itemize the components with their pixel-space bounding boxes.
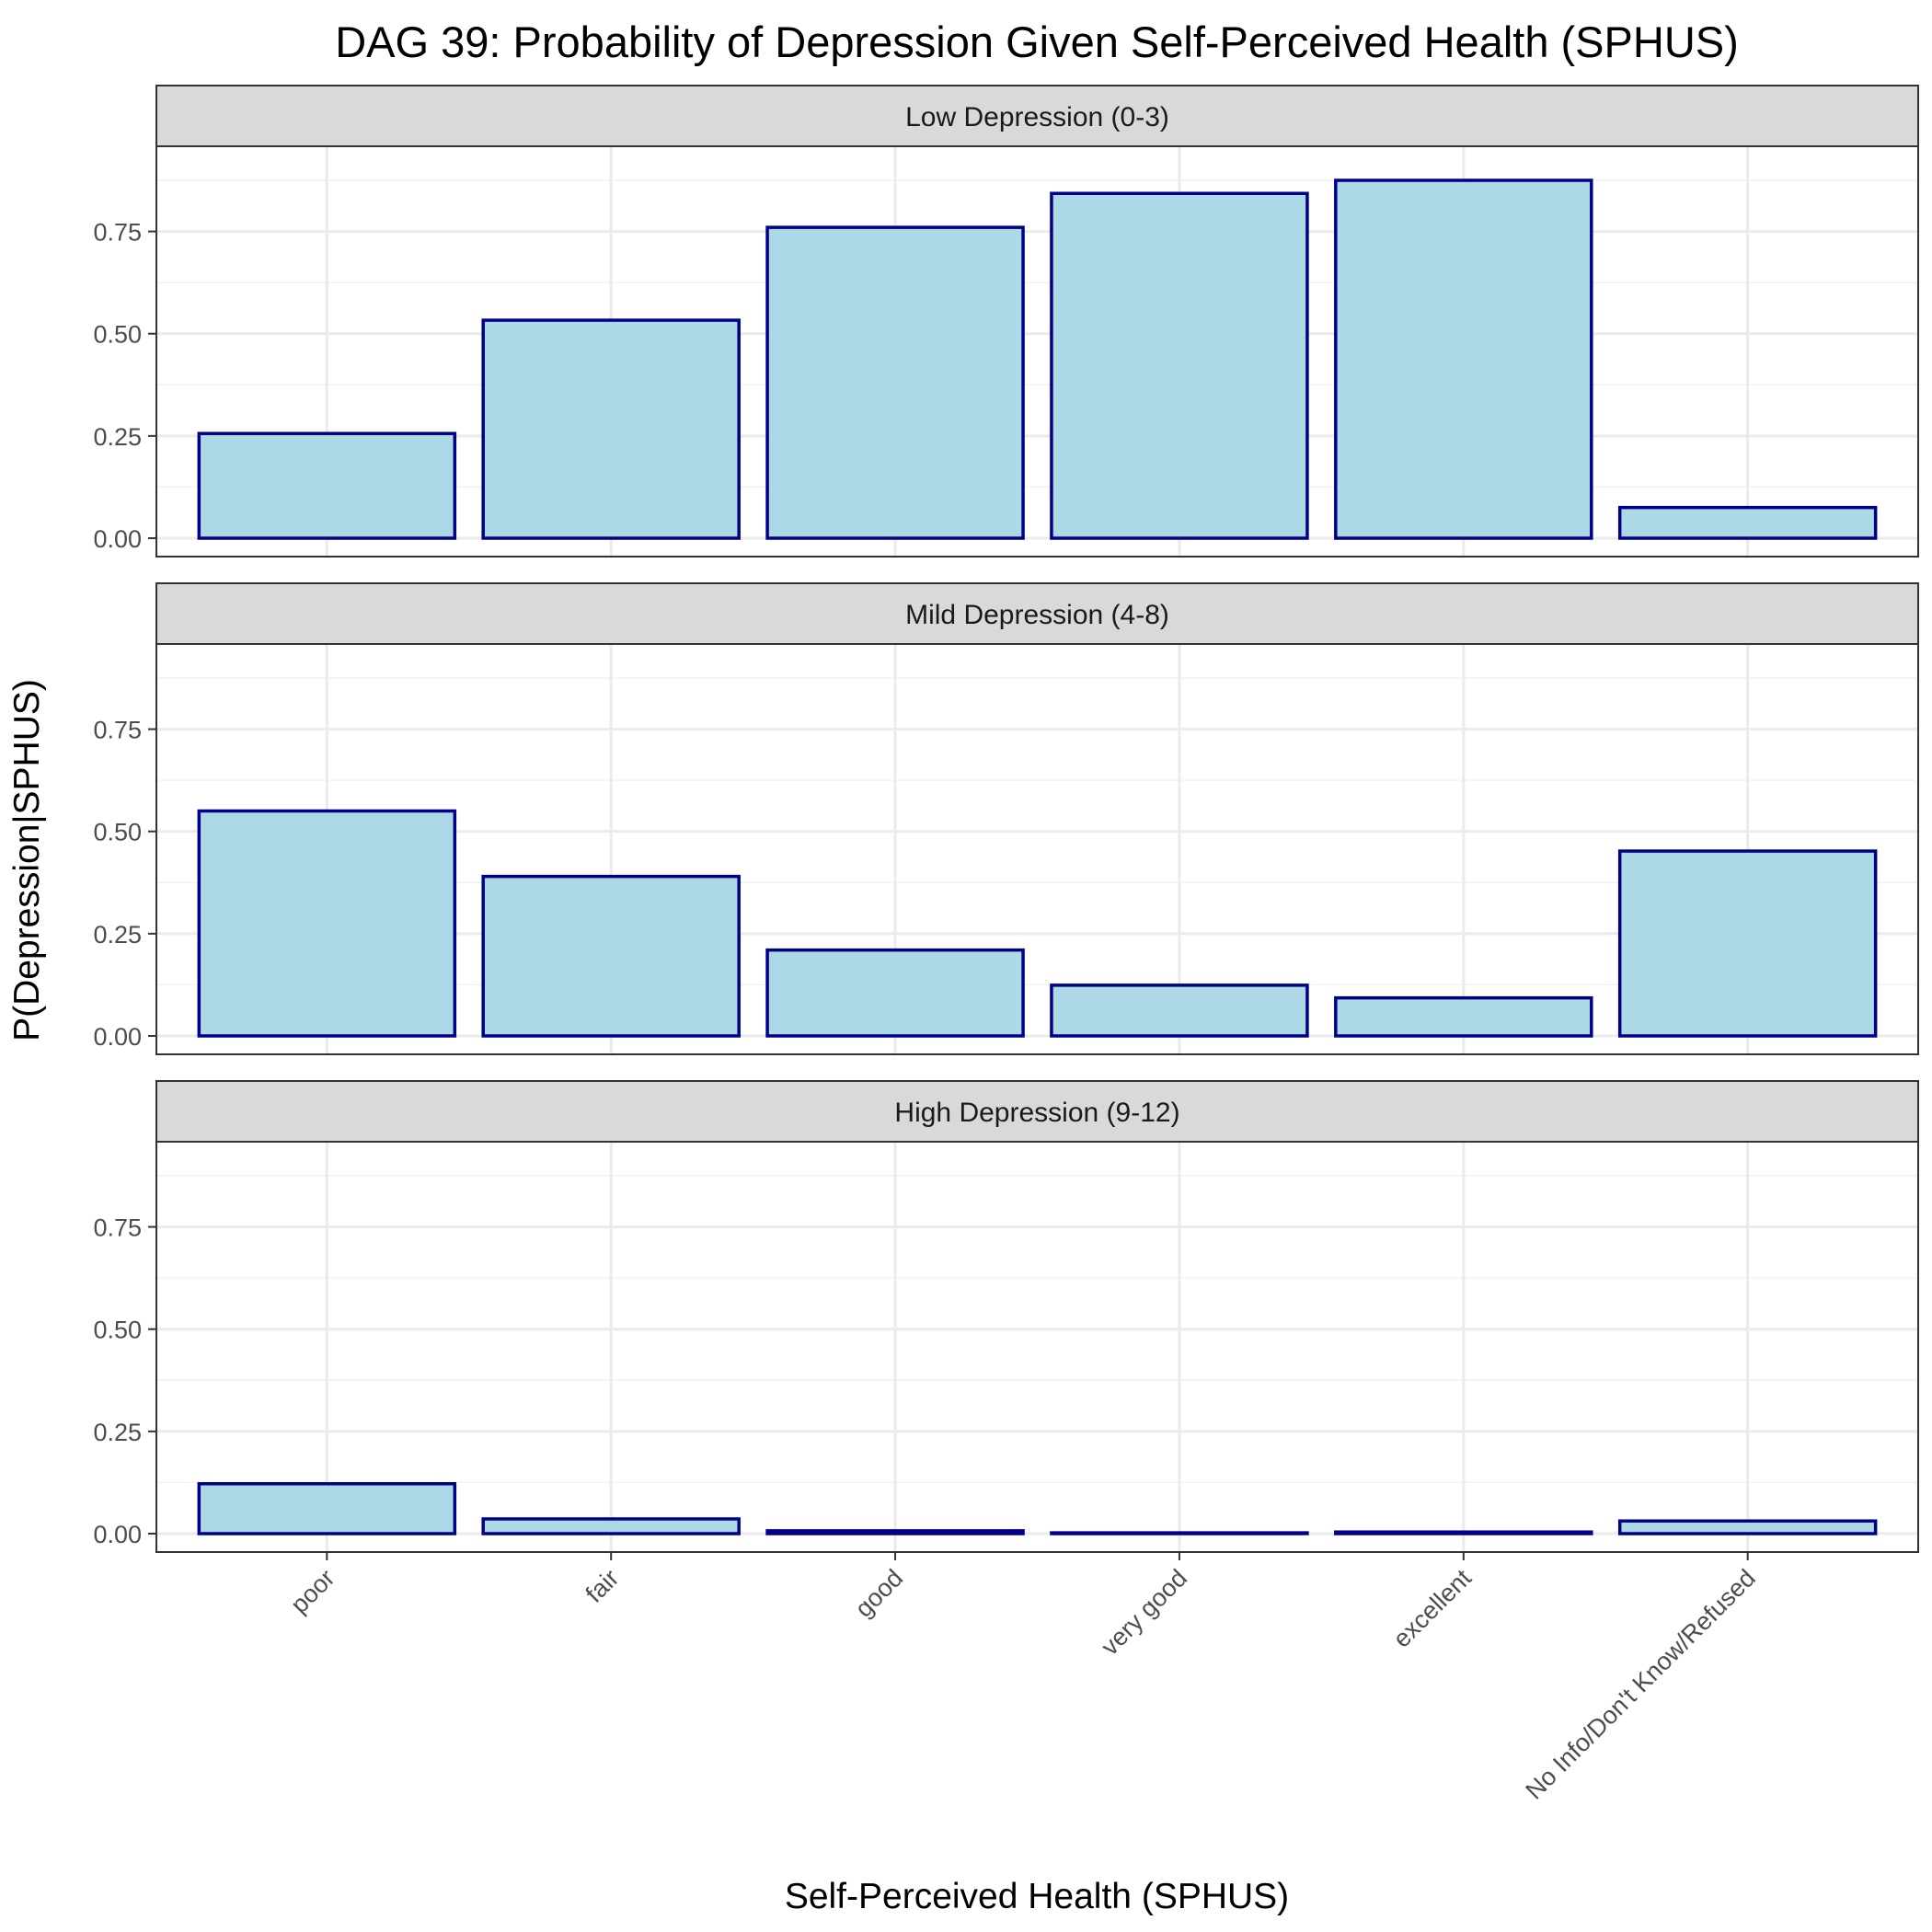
y-tick-label: 0.25 — [93, 1419, 142, 1446]
y-tick-label: 0.50 — [93, 321, 142, 349]
facet-strip — [155, 85, 1919, 147]
chart-title: DAG 39: Probability of Depression Given … — [335, 17, 1739, 66]
x-tick-label: No Info/Don't Know/Refused — [1520, 1564, 1761, 1805]
x-tick-label: excellent — [1387, 1564, 1477, 1653]
facet-strip-label: Low Depression (0-3) — [905, 102, 1169, 132]
bar — [1334, 995, 1593, 1038]
bar — [1050, 983, 1309, 1038]
bar — [481, 1517, 741, 1535]
panel-border — [155, 1141, 1919, 1553]
facet-strip — [155, 582, 1919, 645]
bar — [197, 809, 457, 1038]
y-tick-label: 0.00 — [93, 1521, 142, 1548]
y-tick-label: 0.00 — [93, 1023, 142, 1051]
x-tick-labels: poor fair good very good excellent No Info/Do… — [285, 1564, 1761, 1805]
y-tick-label: 0.75 — [93, 219, 142, 247]
facet-panel: High Depression (9-12) 0.00 0.25 0.50 0.75 — [93, 1080, 1919, 1560]
x-tick-label: fair — [581, 1564, 625, 1608]
y-tick-label: 0.25 — [93, 423, 142, 451]
y-axis-title: P(Depression|SPHUS) — [7, 679, 47, 1041]
bar — [765, 225, 1025, 540]
facet-panel: Low Depression (0-3) 0.00 0.25 0.50 0.75 — [93, 85, 1919, 558]
facet-panels: Low Depression (0-3)0.000.250.500.75Mild… — [93, 85, 1919, 1560]
y-tick-label: 0.50 — [93, 819, 142, 846]
bar — [765, 948, 1025, 1038]
bar — [1050, 1531, 1309, 1535]
bar — [197, 431, 457, 540]
x-tick-label: poor — [285, 1564, 339, 1618]
bar — [1334, 178, 1593, 540]
bar — [1617, 505, 1878, 540]
bar — [481, 318, 741, 540]
y-tick-label: 0.00 — [93, 525, 142, 553]
x-axis-title: Self-Perceived Health (SPHUS) — [785, 1877, 1289, 1916]
bar — [1050, 191, 1309, 540]
bar — [481, 874, 741, 1038]
y-tick-label: 0.25 — [93, 921, 142, 949]
bar — [765, 1529, 1025, 1535]
facet-strip-label: Mild Depression (4-8) — [905, 600, 1169, 630]
bar — [1617, 1519, 1878, 1535]
bar — [197, 1482, 457, 1535]
facet-strip-label: High Depression (9-12) — [894, 1098, 1179, 1128]
y-tick-label: 0.75 — [93, 1214, 142, 1242]
panel-border — [155, 643, 1919, 1055]
x-tick-label: good — [850, 1564, 909, 1623]
x-tick-label: very good — [1096, 1564, 1192, 1661]
panel-border — [155, 145, 1919, 558]
facet-strip — [155, 1080, 1919, 1143]
y-tick-label: 0.50 — [93, 1317, 142, 1344]
bar — [1334, 1530, 1593, 1535]
y-tick-label: 0.75 — [93, 717, 142, 744]
facet-panel: Mild Depression (4-8) 0.00 0.25 0.50 0.75 — [93, 582, 1919, 1055]
bar — [1617, 849, 1878, 1038]
